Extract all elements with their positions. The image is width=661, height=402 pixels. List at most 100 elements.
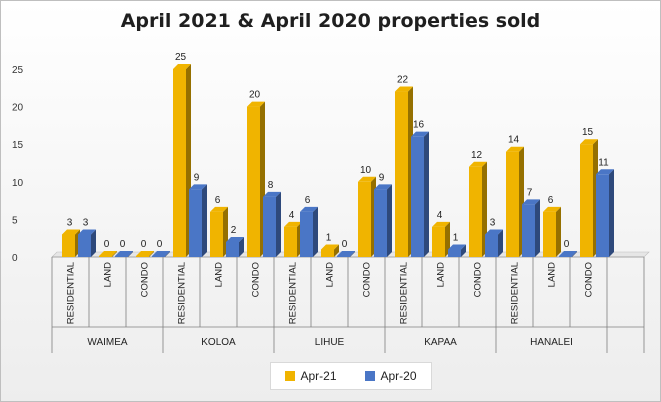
bar-apr-21	[99, 256, 112, 257]
bar-apr-20-top	[300, 206, 318, 212]
bar-apr-21	[469, 166, 482, 257]
bar-apr-21-side	[445, 221, 450, 257]
category-label: LAND	[103, 262, 114, 287]
category-label: RESIDENTIAL	[510, 262, 521, 324]
bar-apr-21-side	[334, 244, 339, 257]
bar-apr-20-top	[115, 251, 133, 256]
bar-apr-21	[136, 256, 149, 257]
bar-apr-21-top	[543, 206, 561, 212]
bar-apr-20-side	[276, 191, 281, 257]
bar-apr-21-top	[432, 221, 450, 227]
data-label: 1	[453, 232, 459, 243]
data-label: 2	[231, 225, 237, 236]
bar-apr-21-top	[469, 161, 487, 167]
bar-apr-21-side	[112, 251, 117, 257]
bar-apr-20	[559, 256, 572, 257]
bar-apr-20-side	[128, 251, 133, 257]
data-label: 6	[305, 195, 311, 206]
y-tick-label: 20	[12, 103, 24, 114]
chart-title: April 2021 & April 2020 properties sold	[120, 10, 541, 32]
bar-apr-20	[152, 256, 165, 257]
bar-apr-20-side	[424, 131, 429, 257]
bar-apr-21-top	[173, 64, 191, 69]
data-label: 3	[83, 217, 89, 228]
bar-apr-20-top	[337, 251, 355, 256]
bar-apr-21	[580, 144, 593, 257]
bar-apr-20-side	[609, 169, 614, 257]
data-label: 6	[548, 195, 554, 206]
bar-apr-21	[543, 211, 556, 257]
bar-apr-20-side	[239, 236, 244, 257]
bar-apr-21-top	[395, 86, 413, 92]
bar-apr-21	[506, 151, 519, 257]
bar-apr-21-top	[136, 251, 154, 256]
data-label: 4	[437, 210, 443, 221]
bar-apr-20-top	[226, 236, 244, 242]
group-label: HANALEI	[530, 337, 573, 348]
bar-apr-21-top	[210, 206, 228, 212]
bar-apr-20	[226, 241, 239, 257]
bar-apr-21-top	[99, 251, 117, 256]
bar-apr-21-top	[284, 221, 302, 227]
data-label: 16	[413, 120, 425, 131]
category-label: CONDO	[140, 262, 151, 297]
data-label: 1	[326, 232, 332, 243]
data-label: 9	[194, 172, 200, 183]
bar-apr-20	[522, 204, 535, 257]
category-label: RESIDENTIAL	[288, 262, 299, 324]
data-label: 11	[598, 157, 609, 168]
bar-apr-21	[62, 234, 75, 257]
data-label: 15	[582, 127, 594, 138]
bar-apr-20-top	[559, 251, 577, 256]
bar-apr-20-top	[189, 184, 207, 190]
bar-apr-20	[189, 189, 202, 257]
data-label: 22	[397, 75, 409, 86]
bar-apr-20-side	[313, 206, 318, 257]
bar-apr-20	[485, 234, 498, 257]
data-label: 0	[564, 239, 570, 250]
data-label: 7	[527, 187, 533, 198]
data-label: 9	[379, 172, 385, 183]
bar-apr-20	[411, 136, 424, 257]
bar-apr-20-top	[485, 229, 503, 235]
category-label: CONDO	[473, 262, 484, 297]
bar-apr-20	[374, 189, 387, 257]
category-label: RESIDENTIAL	[66, 262, 77, 324]
legend: Apr-21 Apr-20	[270, 362, 432, 390]
bar-apr-21	[247, 106, 260, 257]
bar-apr-21-top	[358, 176, 376, 182]
data-label: 8	[268, 180, 274, 191]
bar-apr-21	[173, 69, 186, 257]
data-label: 0	[104, 239, 110, 250]
bar-apr-21-top	[62, 229, 80, 235]
bar-apr-20-top	[522, 199, 540, 205]
category-label: LAND	[325, 262, 336, 287]
bar-apr-20-top	[411, 131, 429, 137]
bar-apr-21-top	[321, 244, 339, 250]
bar-apr-20-top	[263, 191, 281, 197]
category-label: CONDO	[251, 262, 262, 297]
y-tick-label: 25	[12, 65, 24, 76]
bar-apr-20-top	[152, 251, 170, 256]
bar-apr-21	[432, 226, 445, 257]
bar-apr-21-top	[580, 139, 598, 145]
y-tick-label: 10	[12, 178, 24, 189]
bar-apr-20-side	[461, 244, 466, 257]
data-label: 20	[249, 90, 261, 101]
legend-item-apr-21: Apr-21	[285, 369, 337, 383]
legend-item-apr-20: Apr-20	[365, 369, 417, 383]
category-label: LAND	[214, 262, 225, 287]
bar-apr-20-side	[498, 229, 503, 257]
legend-label-apr-20: Apr-20	[380, 369, 417, 383]
bar-apr-20	[78, 234, 91, 257]
category-label: CONDO	[362, 262, 373, 297]
bar-apr-20	[263, 196, 276, 257]
group-label: KOLOA	[201, 337, 236, 348]
group-label: WAIMEA	[87, 337, 128, 348]
data-label: 10	[360, 165, 372, 176]
y-tick-label: 5	[12, 215, 18, 226]
group-label: KAPAA	[424, 337, 457, 348]
group-label: LIHUE	[315, 337, 345, 348]
